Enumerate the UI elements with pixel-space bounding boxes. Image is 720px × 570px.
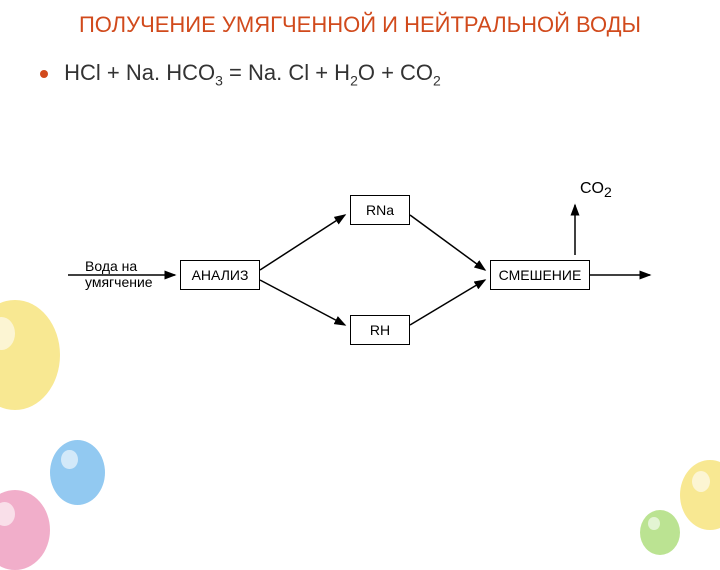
bullet-icon <box>40 70 48 78</box>
eq-part-0: HCl + Na. HCO <box>64 60 215 85</box>
arrows-svg <box>0 140 720 420</box>
flow-diagram: Вода на умягчение АНАЛИЗ RNa RH СМЕШЕНИЕ… <box>0 140 720 420</box>
balloon-decor-4 <box>680 460 720 530</box>
eq-part-2: = Na. Cl + H <box>223 60 350 85</box>
eq-sub-5: 2 <box>433 72 441 88</box>
eq-sub-1: 3 <box>215 72 223 88</box>
eq-sub-3: 2 <box>350 72 358 88</box>
page-title: ПОЛУЧЕНИЕ УМЯГЧЕННОЙ И НЕЙТРАЛЬНОЙ ВОДЫ <box>0 12 720 38</box>
chemical-equation: HCl + Na. HCO3 = Na. Cl + H2O + CO2 <box>40 60 441 88</box>
balloon-decor-2 <box>50 440 105 505</box>
eq-part-4: O + CO <box>358 60 433 85</box>
balloon-decor-5 <box>640 510 680 555</box>
balloon-decor-3 <box>0 490 50 570</box>
